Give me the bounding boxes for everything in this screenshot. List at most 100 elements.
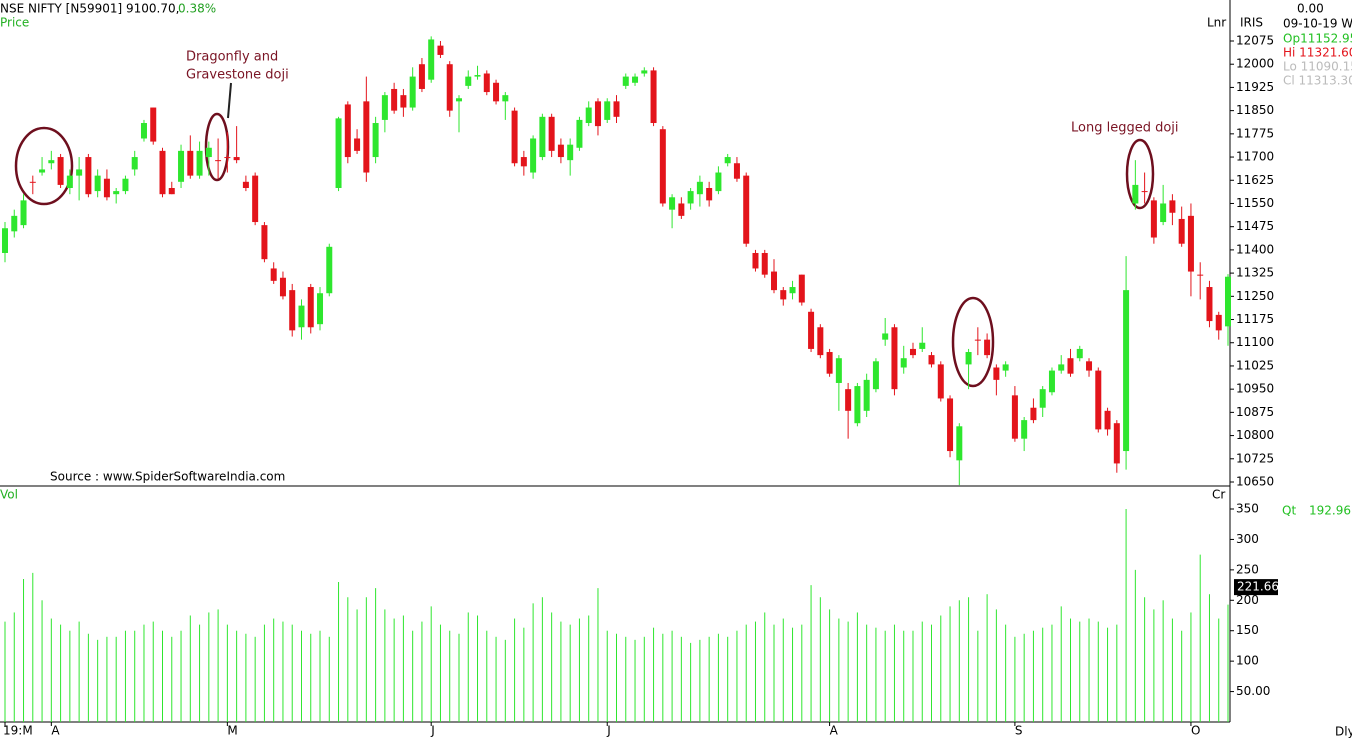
y-tick-label: 10875 — [1236, 405, 1274, 419]
candle-body — [743, 175, 750, 244]
candle-body — [1067, 358, 1074, 374]
qty-label: Qt — [1282, 504, 1296, 518]
indicator-value: 0.00 — [1297, 2, 1324, 16]
candle-body — [872, 361, 879, 390]
candle-body — [205, 147, 212, 158]
candle-body — [641, 70, 648, 74]
candle-body — [233, 157, 240, 161]
info-date: 09-10-19 We — [1283, 17, 1352, 31]
x-tick-label: A — [51, 724, 60, 738]
source: Source : www.SpiderSoftwareIndia.com — [50, 470, 285, 484]
y-tick-label: 11325 — [1236, 266, 1274, 280]
x-tick-label: 19:M — [3, 724, 33, 738]
candle-body — [335, 118, 342, 188]
y-tick-label: 11250 — [1236, 289, 1274, 303]
candle-body — [900, 358, 907, 368]
candle-body — [1021, 420, 1028, 439]
y-tick-label: 350 — [1236, 502, 1259, 516]
y-tick-label: 11700 — [1236, 150, 1274, 164]
candle-body — [94, 175, 101, 192]
info-low: Lo 11090.15 — [1283, 60, 1352, 74]
candle-body — [2, 228, 8, 253]
candle-body — [594, 101, 601, 127]
change: 0.38% — [178, 2, 216, 16]
candle-body — [520, 157, 527, 167]
candle-body — [113, 191, 120, 195]
y-tick-label: 12075 — [1236, 34, 1274, 48]
candle-body — [224, 157, 231, 159]
candle-body — [817, 327, 824, 356]
candle-body — [437, 45, 444, 55]
candle-body — [344, 104, 351, 158]
candle-body — [502, 95, 509, 102]
candle-body — [909, 348, 916, 356]
candle-body — [428, 39, 435, 80]
candle-body — [20, 200, 27, 226]
candle-body — [48, 160, 55, 164]
y-tick-label: 250 — [1236, 562, 1259, 576]
candle-body — [465, 76, 472, 86]
candle-body — [1123, 290, 1130, 452]
candle-body — [1178, 218, 1185, 244]
candle-body — [733, 163, 740, 179]
y-tick-label: 12000 — [1236, 57, 1274, 71]
candle-body — [363, 101, 370, 173]
candle-body — [548, 116, 555, 151]
candle-body — [650, 70, 657, 124]
y-tick-label: 11100 — [1236, 335, 1274, 349]
candle-body — [632, 76, 639, 83]
y-tick-label: 200 — [1236, 593, 1259, 607]
candle-body — [1002, 364, 1009, 371]
candle-body — [66, 175, 73, 188]
candle-body — [826, 352, 833, 374]
highlight-circle — [951, 296, 995, 388]
candle-body — [1141, 191, 1148, 193]
candle-body — [771, 271, 778, 291]
info-high: Hi 11321.60 — [1283, 46, 1352, 60]
x-tick-label: A — [830, 724, 839, 738]
candle-body — [122, 178, 129, 192]
y-tick-label: 11025 — [1236, 358, 1274, 372]
candle-body — [1104, 410, 1111, 430]
candle-body — [937, 364, 944, 399]
candle-body — [252, 175, 259, 223]
candle-body — [76, 169, 83, 176]
candle-body — [1169, 200, 1176, 213]
candle-body — [1197, 274, 1204, 276]
candle-body — [418, 64, 425, 89]
annotation: Gravestone doji — [186, 68, 289, 83]
y-tick-label: 11850 — [1236, 103, 1274, 117]
y-tick-label: 100 — [1236, 654, 1259, 668]
candle-body — [687, 191, 694, 204]
candle-body — [1048, 370, 1055, 393]
candle-body — [11, 215, 18, 232]
annotation-circles — [14, 112, 1155, 388]
candle-body — [863, 379, 870, 411]
candle-body — [659, 129, 666, 204]
candle-body — [882, 333, 889, 340]
candle-body — [1150, 200, 1157, 238]
candle-body — [928, 355, 935, 365]
y-tick-label: 10800 — [1236, 428, 1274, 442]
candle-body — [187, 150, 194, 176]
candle-body — [622, 76, 629, 86]
x-tick-label: J — [430, 724, 435, 738]
candle-body — [780, 290, 787, 300]
panel-label: Price — [0, 16, 29, 30]
y-tick-label: 11175 — [1236, 312, 1274, 326]
candle-body — [326, 246, 333, 294]
candle-body — [511, 110, 518, 164]
y-tick-label: 11925 — [1236, 80, 1274, 94]
candle-body — [947, 398, 954, 452]
candle-body — [891, 327, 898, 390]
annotation-pointer — [227, 82, 232, 119]
candle-body — [845, 389, 852, 411]
candle-body — [1187, 215, 1194, 272]
candle-body — [140, 123, 147, 139]
candle-body — [178, 150, 185, 182]
candle-body — [1225, 276, 1231, 327]
candle-body — [854, 386, 861, 424]
candle-body — [604, 101, 611, 120]
